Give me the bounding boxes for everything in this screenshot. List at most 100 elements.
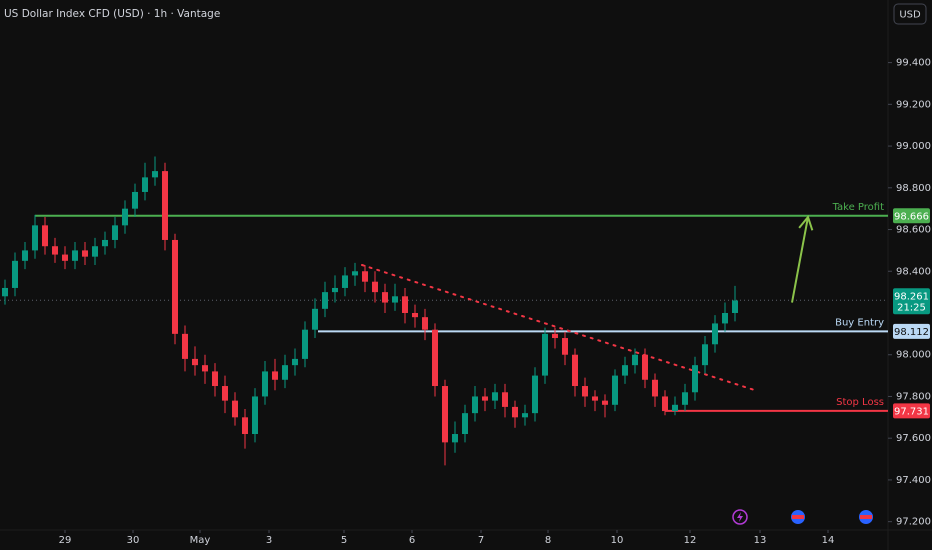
candle-body (422, 317, 428, 330)
candle-body (172, 239, 178, 334)
y-tick-label: 98.800 (896, 183, 931, 194)
candle-body (692, 365, 698, 393)
x-tick-label: 10 (611, 535, 624, 546)
candle-body (452, 434, 458, 443)
candle-body (292, 358, 298, 366)
current-price-label: 98.261 (894, 291, 929, 302)
arrow-shaft (791, 216, 809, 303)
candle-body (722, 312, 728, 324)
us-flag-stripe (792, 515, 804, 519)
candle-body (602, 400, 608, 405)
candle-body (562, 338, 568, 355)
candle-body (512, 406, 518, 418)
x-tick-label: 12 (684, 535, 697, 546)
currency-button-label: USD (899, 10, 921, 21)
candle-body (132, 191, 138, 209)
candle-body (732, 300, 738, 313)
candle-body (162, 171, 168, 240)
candle-body (492, 392, 498, 401)
candle-body (572, 354, 578, 387)
candle-body (642, 354, 648, 380)
x-tick-label: 30 (127, 535, 140, 546)
x-tick-label: 29 (59, 535, 72, 546)
candle-body (232, 400, 238, 418)
plot-area (0, 156, 888, 466)
candle-body (302, 329, 308, 359)
candle-body (2, 287, 8, 297)
level-price-box (893, 403, 930, 419)
candle-body (192, 358, 198, 366)
x-tick-label: 5 (341, 535, 347, 546)
x-tick-label: 13 (754, 535, 767, 546)
candle-body (222, 386, 228, 401)
candle-body (682, 392, 688, 405)
y-tick-label: 98.400 (896, 266, 931, 277)
candle-body (712, 323, 718, 345)
bottom-icons (732, 509, 873, 525)
y-tick-label: 97.800 (896, 391, 931, 402)
level-name: Buy Entry (835, 317, 884, 328)
x-tick-label: May (190, 535, 211, 546)
x-tick-label: 7 (478, 535, 484, 546)
candle-body (332, 287, 338, 293)
y-tick-label: 98.600 (896, 225, 931, 236)
candle-body (152, 171, 158, 178)
us-flag-stripe (860, 515, 872, 519)
candle-body (202, 365, 208, 372)
trendline (361, 264, 756, 392)
level-name: Stop Loss (836, 397, 884, 408)
candle-body (612, 375, 618, 405)
arrow-head (798, 214, 814, 231)
level-price-box (893, 323, 930, 339)
candle-body (362, 271, 368, 282)
candle-body (402, 296, 408, 313)
candle-body (462, 413, 468, 435)
candle-body (672, 404, 678, 412)
candle-body (312, 308, 318, 330)
candle-body (242, 417, 248, 435)
candle-body (102, 239, 108, 247)
candle-body (372, 281, 378, 293)
candle-body (22, 250, 28, 261)
level-price-label: 98.666 (894, 211, 929, 222)
candle-body (652, 379, 658, 397)
candle-body (352, 271, 358, 276)
candle-body (52, 246, 58, 255)
candle-body (502, 392, 508, 407)
candle-body (92, 246, 98, 257)
candle-body (482, 396, 488, 401)
candle-body (142, 177, 148, 192)
y-tick-label: 97.400 (896, 475, 931, 486)
candle-body (542, 333, 548, 376)
y-tick-label: 97.600 (896, 433, 931, 444)
candle-body (82, 250, 88, 257)
candle-body (442, 386, 448, 443)
candle-body (582, 386, 588, 397)
candle-body (522, 413, 528, 418)
x-tick-label: 3 (266, 535, 272, 546)
y-tick-label: 98.000 (896, 350, 931, 361)
candle-body (62, 254, 68, 261)
y-tick-label: 97.200 (896, 517, 931, 528)
candle-body (322, 292, 328, 309)
candle-body (432, 329, 438, 387)
candle-body (272, 371, 278, 380)
candle-body (632, 354, 638, 366)
level-name: Take Profit (832, 202, 885, 213)
candle-body (72, 250, 78, 261)
event-icon-glyph (737, 512, 743, 522)
candle-body (32, 225, 38, 251)
candle-body (262, 371, 268, 397)
candle-body (12, 260, 18, 288)
event-icon[interactable] (732, 509, 748, 525)
y-tick-label: 99.000 (896, 141, 931, 152)
candle-body (392, 296, 398, 303)
candle-body (662, 396, 668, 412)
currency-button[interactable] (893, 3, 927, 25)
candle-body (342, 275, 348, 288)
x-tick-label: 14 (822, 535, 835, 546)
candle-body (42, 225, 48, 247)
